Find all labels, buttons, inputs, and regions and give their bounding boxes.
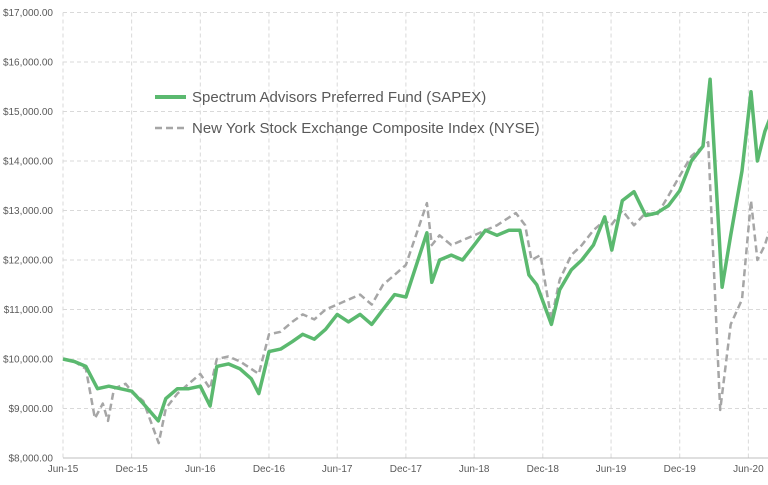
- x-tick-label: Dec-17: [390, 464, 423, 475]
- y-tick-label: $10,000.00: [3, 355, 53, 366]
- x-tick-label: Dec-18: [527, 464, 560, 475]
- y-tick-label: $17,000.00: [3, 8, 53, 19]
- x-tick-label: Jun-16: [185, 464, 216, 475]
- series-lines: [62, 77, 768, 445]
- x-axis: Jun-15 Dec-15 Jun-16 Dec-16 Jun-17 Dec-17 Jun-…: [48, 457, 768, 475]
- y-tick-label: $13,000.00: [3, 206, 53, 217]
- y-tick-label: $16,000.00: [3, 58, 53, 69]
- x-tick-label: Jun-18: [459, 464, 490, 475]
- legend: Spectrum Advisors Preferred Fund (SAPEX)…: [155, 89, 540, 137]
- legend-label-sapex: Spectrum Advisors Preferred Fund (SAPEX): [192, 89, 486, 106]
- x-tick-label: Jun-20: [733, 464, 764, 475]
- y-tick-label: $15,000.00: [3, 107, 53, 118]
- x-tick-label: Dec-16: [253, 464, 286, 475]
- x-tick-label: Dec-19: [664, 464, 697, 475]
- legend-label-nyse: New York Stock Exchange Composite Index …: [192, 120, 540, 137]
- series-line-sapex: [62, 77, 768, 423]
- y-tick-label: $12,000.00: [3, 256, 53, 267]
- y-tick-label: $8,000.00: [9, 454, 54, 465]
- y-axis: $8,000.00 $9,000.00 $10,000.00 $11,000.00 $1…: [3, 8, 53, 465]
- x-tick-label: Jun-15: [48, 464, 79, 475]
- x-tick-label: Jun-17: [322, 464, 353, 475]
- x-tick-label: Dec-15: [116, 464, 149, 475]
- series-line-nyse: [62, 140, 768, 445]
- y-tick-label: $11,000.00: [4, 305, 54, 316]
- y-tick-label: $14,000.00: [3, 157, 53, 168]
- y-tick-label: $9,000.00: [9, 404, 54, 415]
- gridlines: [62, 12, 768, 458]
- x-tick-label: Jun-19: [596, 464, 627, 475]
